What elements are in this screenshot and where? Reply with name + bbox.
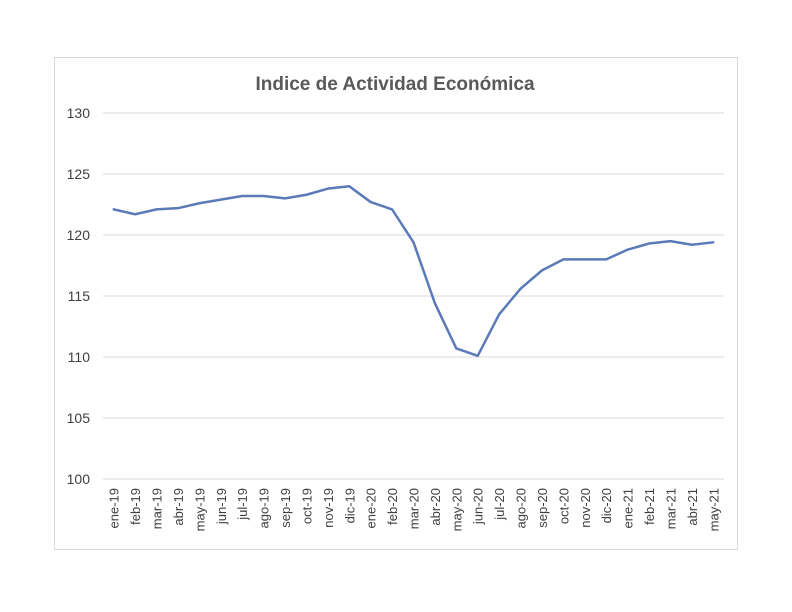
y-tick-label: 120 xyxy=(67,227,91,243)
y-axis-ticks: 100 105 110 115 120 125 130 xyxy=(67,105,91,487)
chart-title: Indice de Actividad Económica xyxy=(255,74,535,95)
x-tick-label: abr-20 xyxy=(428,488,443,526)
x-tick-label: ago-20 xyxy=(514,488,529,528)
gridlines xyxy=(103,112,724,480)
y-tick-label: 105 xyxy=(67,410,91,426)
x-tick-label: oct-20 xyxy=(556,488,571,524)
x-tick-label: nov-20 xyxy=(578,488,593,528)
y-tick-label: 115 xyxy=(68,288,91,304)
y-tick-label: 100 xyxy=(67,471,91,487)
x-tick-label: sep-19 xyxy=(278,488,293,528)
x-tick-label: ene-21 xyxy=(621,488,636,528)
x-tick-label: may-19 xyxy=(192,488,207,531)
x-tick-label: dic-20 xyxy=(599,488,614,523)
x-tick-label: feb-20 xyxy=(385,488,400,525)
series-line xyxy=(112,184,715,358)
x-tick-label: nov-19 xyxy=(321,488,336,528)
x-tick-label: feb-19 xyxy=(128,488,143,525)
x-tick-label: abr-19 xyxy=(171,488,186,526)
x-tick-label: may-21 xyxy=(706,488,721,531)
x-tick-label: dic-19 xyxy=(342,488,357,523)
chart-frame xyxy=(54,57,738,550)
x-tick-label: mar-20 xyxy=(407,488,422,529)
x-tick-label: ene-19 xyxy=(107,488,122,528)
y-tick-label: 125 xyxy=(67,166,91,182)
x-tick-label: ene-20 xyxy=(364,488,379,528)
x-tick-label: feb-21 xyxy=(642,488,657,525)
y-tick-label: 130 xyxy=(67,105,91,121)
x-tick-label: jul-20 xyxy=(492,488,507,521)
x-tick-label: mar-19 xyxy=(150,488,165,529)
x-tick-label: sep-20 xyxy=(535,488,550,528)
y-tick-label: 110 xyxy=(68,349,91,365)
x-axis-ticks: ene-19 feb-19 mar-19 abr-19 may-19 jun-19 jul-… xyxy=(107,488,722,531)
x-tick-label: mar-21 xyxy=(663,488,678,529)
x-tick-label: may-20 xyxy=(449,488,464,531)
x-tick-label: ago-19 xyxy=(257,488,272,528)
x-tick-label: jun-20 xyxy=(471,488,486,525)
x-tick-label: abr-21 xyxy=(685,488,700,526)
x-tick-label: jun-19 xyxy=(214,488,229,525)
x-tick-label: jul-19 xyxy=(235,488,250,521)
x-tick-label: oct-19 xyxy=(299,488,314,524)
